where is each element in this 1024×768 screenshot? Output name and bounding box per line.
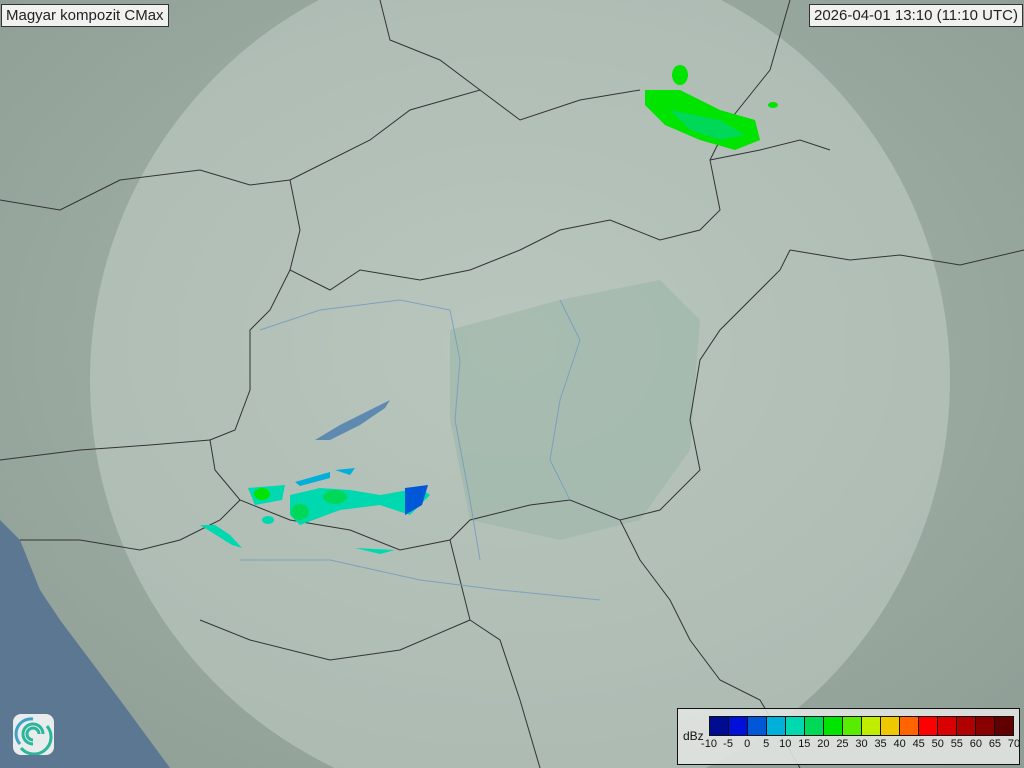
lowland-plain bbox=[450, 280, 700, 540]
legend-swatch bbox=[748, 717, 767, 735]
dbz-legend: dBz -10 -5 0 5 10 15 20 25 30 35 40 45 50 55 60 65 70 bbox=[677, 708, 1020, 765]
legend-color-bar bbox=[709, 716, 1014, 736]
legend-swatch bbox=[995, 717, 1013, 735]
legend-swatch bbox=[843, 717, 862, 735]
legend-swatch bbox=[957, 717, 976, 735]
legend-tick-label: 60 bbox=[969, 738, 982, 750]
legend-tick-label: 0 bbox=[744, 738, 751, 750]
legend-swatch bbox=[900, 717, 919, 735]
legend-ticks: -10 -5 0 5 10 15 20 25 30 35 40 45 50 55 60 65 70 bbox=[701, 738, 1020, 758]
legend-tick-label: 40 bbox=[893, 738, 906, 750]
legend-tick-label: 65 bbox=[988, 738, 1002, 750]
legend-tick-label: 30 bbox=[855, 738, 868, 750]
legend-tick-label: -10 bbox=[701, 738, 717, 750]
rivers bbox=[240, 299, 601, 601]
adriatic-sea bbox=[0, 520, 170, 768]
legend-tick-label: 15 bbox=[798, 738, 811, 750]
legend-tick-label: 55 bbox=[950, 738, 963, 750]
legend-swatch bbox=[862, 717, 881, 735]
legend-tick-label: 10 bbox=[779, 738, 792, 750]
radar-echoes-northeast bbox=[645, 65, 778, 150]
legend-tick-label: 45 bbox=[912, 738, 925, 750]
legend-tick-label: 5 bbox=[763, 738, 770, 750]
legend-swatch bbox=[805, 717, 824, 735]
timestamp: 2026-04-01 13:10 (11:10 UTC) bbox=[808, 4, 1023, 27]
legend-tick-label: 50 bbox=[931, 738, 944, 750]
legend-swatch bbox=[786, 717, 805, 735]
legend-tick-label: -5 bbox=[723, 738, 733, 750]
legend-unit: dBz bbox=[683, 729, 704, 743]
legend-swatch bbox=[881, 717, 900, 735]
legend-swatch bbox=[767, 717, 786, 735]
legend-tick-label: 70 bbox=[1007, 738, 1021, 750]
legend-swatch bbox=[710, 717, 729, 735]
legend-swatch bbox=[938, 717, 957, 735]
legend-tick-label: 35 bbox=[874, 738, 887, 750]
lake-balaton bbox=[315, 400, 390, 440]
radar-echoes-southwest bbox=[200, 468, 430, 554]
legend-swatch bbox=[824, 717, 843, 735]
legend-tick-label: 25 bbox=[836, 738, 849, 750]
product-title: Magyar kompozit CMax bbox=[1, 4, 169, 27]
legend-swatch bbox=[919, 717, 938, 735]
legend-swatch bbox=[976, 717, 995, 735]
legend-swatch bbox=[729, 717, 748, 735]
swirl-logo-icon bbox=[13, 714, 54, 755]
legend-tick-label: 20 bbox=[817, 738, 830, 750]
